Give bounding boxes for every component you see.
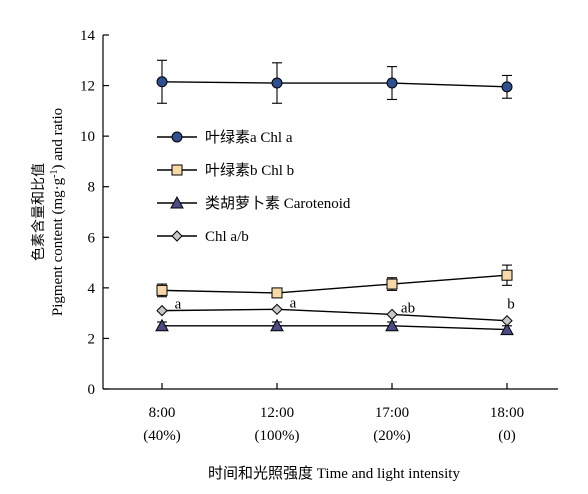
legend-item: 叶绿素b Chl b [157, 162, 294, 179]
legend-item: 叶绿素a Chl a [157, 129, 293, 146]
data-point [156, 76, 168, 88]
x-tick-label-time: 17:00 [375, 405, 409, 421]
data-point [271, 287, 283, 299]
data-point [386, 77, 398, 89]
legend-item: 类胡萝卜素 Carotenoid [157, 195, 351, 212]
y-tick-label: 0 [88, 382, 96, 398]
axes: 0 2 4 6 8 10 12 14 8:00 (40%) 12:00 (100%) 17:00 (20%… [80, 28, 558, 444]
series-line [161, 308, 508, 322]
series-layer: a a ab b [155, 59, 515, 336]
legend-marker [171, 230, 183, 242]
significance-label: ab [401, 300, 415, 316]
data-point [501, 81, 513, 93]
x-tick-label-light: (40%) [143, 428, 181, 444]
y-axis-label-cn: 色素含量和比值 [30, 163, 47, 261]
data-point [271, 77, 283, 89]
legend-marker [171, 131, 183, 143]
y-axis-label-en-main: Pigment content (mg·g [50, 177, 66, 316]
data-point [386, 278, 398, 290]
y-axis-label-en-sup: -1 [49, 169, 60, 177]
x-tick-label-time: 18:00 [490, 405, 524, 421]
legend-item: Chl a/b [157, 229, 249, 245]
significance-label: b [507, 297, 515, 313]
data-point [156, 304, 168, 317]
y-axis-label-en-end: ) and ratio [50, 108, 66, 170]
y-tick-label: 2 [88, 331, 96, 347]
x-tick-label-light: (100%) [255, 428, 300, 444]
series-line [161, 274, 508, 294]
legend: 叶绿素a Chl a 叶绿素b Chl b 类胡萝卜素 Carotenoid Chl … [157, 129, 351, 245]
y-tick-label: 12 [80, 79, 95, 95]
legend-label: 类胡萝卜素 Carotenoid [205, 195, 351, 212]
series-2 [156, 264, 513, 299]
legend-label: 叶绿素a Chl a [205, 129, 293, 146]
series-1 [156, 59, 513, 104]
y-tick-label: 6 [88, 230, 96, 246]
data-point [501, 315, 513, 327]
data-point [155, 318, 169, 332]
legend-marker [170, 195, 184, 209]
x-tick-label-time: 8:00 [149, 405, 176, 421]
legend-label: Chl a/b [205, 229, 249, 245]
x-tick-label-light: (20%) [373, 428, 411, 444]
legend-marker [171, 164, 183, 176]
series-line [161, 81, 508, 88]
data-point [501, 269, 513, 281]
y-tick-label: 8 [88, 180, 96, 196]
significance-label: a [290, 295, 297, 311]
data-point [270, 318, 284, 332]
data-point [500, 322, 514, 336]
series-line [162, 325, 508, 331]
y-tick-label: 10 [80, 129, 95, 145]
data-point [385, 318, 399, 332]
data-point [386, 308, 398, 321]
x-axis-label: 时间和光照强度 Time and light intensity [208, 465, 460, 482]
significance-label: a [175, 297, 182, 313]
y-tick-label: 14 [80, 28, 96, 44]
data-point [271, 303, 283, 316]
x-tick-label-time: 12:00 [260, 405, 294, 421]
legend-label: 叶绿素b Chl b [205, 162, 294, 179]
y-axis-label-en: Pigment content (mg·g-1) and ratio [49, 108, 67, 316]
data-point [156, 284, 168, 296]
y-tick-label: 4 [88, 281, 96, 297]
series-4 [156, 303, 513, 327]
x-tick-label-light: (0) [498, 428, 516, 444]
series-3 [155, 318, 514, 336]
